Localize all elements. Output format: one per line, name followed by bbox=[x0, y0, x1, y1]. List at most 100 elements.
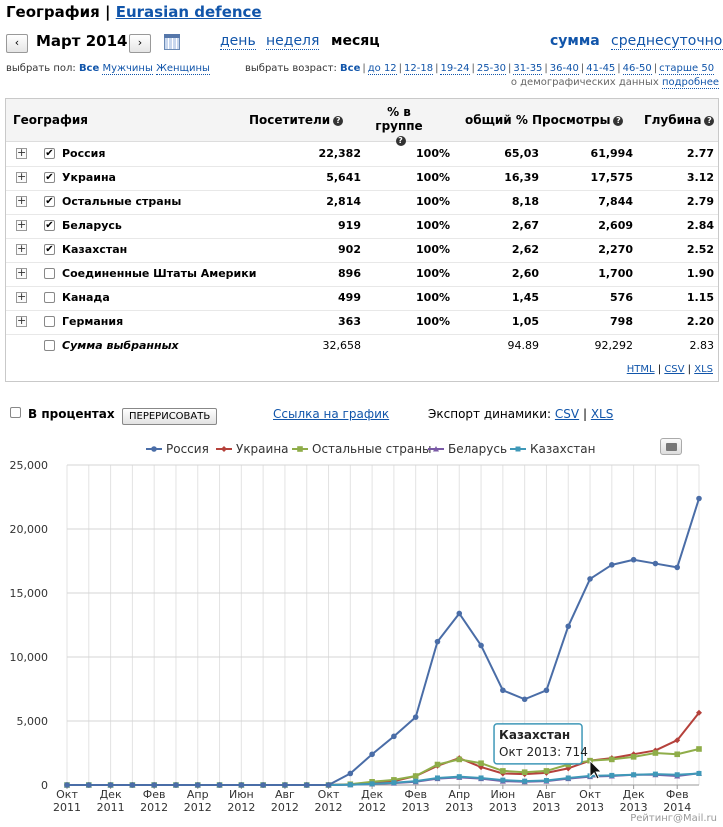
data-point bbox=[609, 772, 615, 778]
x-tick-label: 2013 bbox=[489, 801, 517, 814]
age-46-50[interactable]: 46-50 bbox=[622, 63, 652, 75]
data-point bbox=[521, 696, 528, 703]
chart-link[interactable]: Ссылка на график bbox=[273, 407, 390, 421]
demographics-more-link[interactable]: подробнее bbox=[661, 77, 719, 89]
expand-icon[interactable]: + bbox=[16, 242, 27, 255]
rating-credit: Рейтинг@Mail.ru bbox=[630, 813, 717, 824]
data-point bbox=[674, 751, 681, 758]
col-pct-group[interactable]: % в группе? bbox=[363, 105, 435, 147]
age-under-12[interactable]: до 12 bbox=[367, 63, 397, 75]
data-point bbox=[478, 775, 484, 781]
expand-icon[interactable]: + bbox=[16, 218, 27, 231]
age-19-24[interactable]: 19-24 bbox=[440, 63, 470, 75]
help-icon[interactable]: ? bbox=[613, 116, 624, 126]
export-dynamics-csv[interactable]: CSV bbox=[554, 407, 580, 421]
age-filter-label: выбрать возраст: bbox=[245, 63, 337, 74]
expand-icon[interactable]: + bbox=[16, 194, 27, 207]
col-total-pct[interactable]: общий % bbox=[465, 113, 528, 127]
mode-average-tab[interactable]: среднесуточное bbox=[611, 33, 723, 50]
data-point bbox=[543, 687, 550, 694]
data-point bbox=[151, 782, 157, 788]
print-chart-button[interactable] bbox=[660, 438, 682, 455]
period-month-tab[interactable]: месяц bbox=[331, 33, 380, 49]
table-row: + ✔ Украина 5,641 100% 16,39 17,575 3.12 bbox=[6, 166, 718, 191]
row-country: Канада bbox=[62, 291, 110, 304]
expand-icon[interactable]: + bbox=[16, 170, 27, 183]
age-31-35[interactable]: 31-35 bbox=[513, 63, 543, 75]
x-tick-label: Дек bbox=[100, 788, 122, 801]
export-csv-link[interactable]: CSV bbox=[664, 364, 685, 375]
redraw-button[interactable]: ПЕРЕРИСОВАТЬ bbox=[122, 408, 218, 425]
help-icon[interactable]: ? bbox=[395, 136, 406, 146]
row-views: 1,700 bbox=[598, 267, 633, 280]
site-link[interactable]: Eurasian defence bbox=[115, 3, 262, 21]
age-25-30[interactable]: 25-30 bbox=[476, 63, 506, 75]
expand-icon[interactable]: + bbox=[16, 290, 27, 303]
expand-icon[interactable]: + bbox=[16, 146, 27, 159]
x-tick-label: Дек bbox=[623, 788, 645, 801]
tooltip-box bbox=[493, 723, 583, 765]
gender-female[interactable]: Женщины bbox=[156, 63, 210, 75]
row-country: Россия bbox=[62, 147, 106, 160]
x-tick-label: Окт bbox=[579, 788, 601, 801]
x-tick-label: 2014 bbox=[663, 801, 691, 814]
col-visitors[interactable]: Посетители? bbox=[249, 113, 344, 127]
x-tick-label: 2013 bbox=[402, 801, 430, 814]
row-checkbox[interactable]: ✔ bbox=[44, 172, 55, 183]
y-tick-label: 20,000 bbox=[10, 523, 49, 536]
row-pct-group: 100% bbox=[416, 147, 450, 160]
row-pct-group: 100% bbox=[416, 219, 450, 232]
gender-all[interactable]: Все bbox=[78, 63, 100, 74]
age-all[interactable]: Все bbox=[340, 63, 361, 74]
col-geo[interactable]: География bbox=[13, 113, 89, 127]
age-over-50[interactable]: старше 50 bbox=[659, 63, 715, 75]
prev-period-button[interactable]: ‹ bbox=[6, 34, 28, 53]
row-checkbox[interactable] bbox=[44, 292, 55, 303]
data-point bbox=[456, 756, 463, 763]
col-depth[interactable]: Глубина? bbox=[644, 113, 715, 127]
period-week-tab[interactable]: неделя bbox=[266, 33, 320, 50]
gender-filter-label: выбрать пол: bbox=[6, 63, 76, 74]
expand-icon[interactable]: + bbox=[16, 314, 27, 327]
table-row: + ✔ Казахстан 902 100% 2,62 2,270 2.52 bbox=[6, 238, 718, 263]
next-period-button[interactable]: › bbox=[129, 34, 151, 53]
export-html-link[interactable]: HTML bbox=[626, 364, 655, 375]
gender-filter: выбрать пол: Все Мужчины Женщины bbox=[6, 63, 210, 75]
data-point bbox=[674, 564, 681, 571]
calendar-icon[interactable] bbox=[164, 34, 180, 50]
geography-table: География Посетители? % в группе? общий … bbox=[5, 98, 719, 382]
row-checkbox[interactable]: ✔ bbox=[44, 244, 55, 255]
export-xls-link[interactable]: XLS bbox=[694, 364, 713, 375]
x-tick-label: 2013 bbox=[532, 801, 560, 814]
data-point bbox=[347, 782, 353, 788]
row-views: 798 bbox=[610, 315, 633, 328]
tooltip-title: Казахстан bbox=[499, 728, 570, 742]
row-total-pct: 1,45 bbox=[511, 291, 539, 304]
export-dynamics-xls[interactable]: XLS bbox=[590, 407, 614, 421]
col-views[interactable]: Просмотры? bbox=[532, 113, 624, 127]
demographics-note-text: о демографических данных bbox=[510, 77, 659, 88]
total-checkbox[interactable] bbox=[44, 340, 55, 351]
help-icon[interactable]: ? bbox=[333, 116, 344, 126]
legend-label: Остальные страны bbox=[312, 442, 432, 456]
age-41-45[interactable]: 41-45 bbox=[586, 63, 616, 75]
row-checkbox[interactable] bbox=[44, 268, 55, 279]
expand-icon[interactable]: + bbox=[16, 266, 27, 279]
gender-male[interactable]: Мужчины bbox=[102, 63, 153, 75]
table-row: + ✔ Беларусь 919 100% 2,67 2,609 2.84 bbox=[6, 214, 718, 239]
legend-marker bbox=[433, 446, 439, 452]
mode-sum-tab[interactable]: сумма bbox=[550, 33, 600, 49]
help-icon[interactable]: ? bbox=[704, 116, 715, 126]
period-day-tab[interactable]: день bbox=[220, 33, 256, 50]
row-visitors: 22,382 bbox=[318, 147, 361, 160]
table-total-row: Сумма выбранных 32,658 94.89 92,292 2.83 bbox=[6, 334, 718, 358]
row-checkbox[interactable]: ✔ bbox=[44, 220, 55, 231]
age-12-18[interactable]: 12-18 bbox=[404, 63, 434, 75]
age-36-40[interactable]: 36-40 bbox=[549, 63, 579, 75]
row-checkbox[interactable]: ✔ bbox=[44, 148, 55, 159]
percent-checkbox[interactable] bbox=[10, 407, 21, 418]
row-checkbox[interactable]: ✔ bbox=[44, 196, 55, 207]
row-total-pct: 2,62 bbox=[511, 243, 539, 256]
row-checkbox[interactable] bbox=[44, 316, 55, 327]
series-line bbox=[67, 772, 700, 786]
